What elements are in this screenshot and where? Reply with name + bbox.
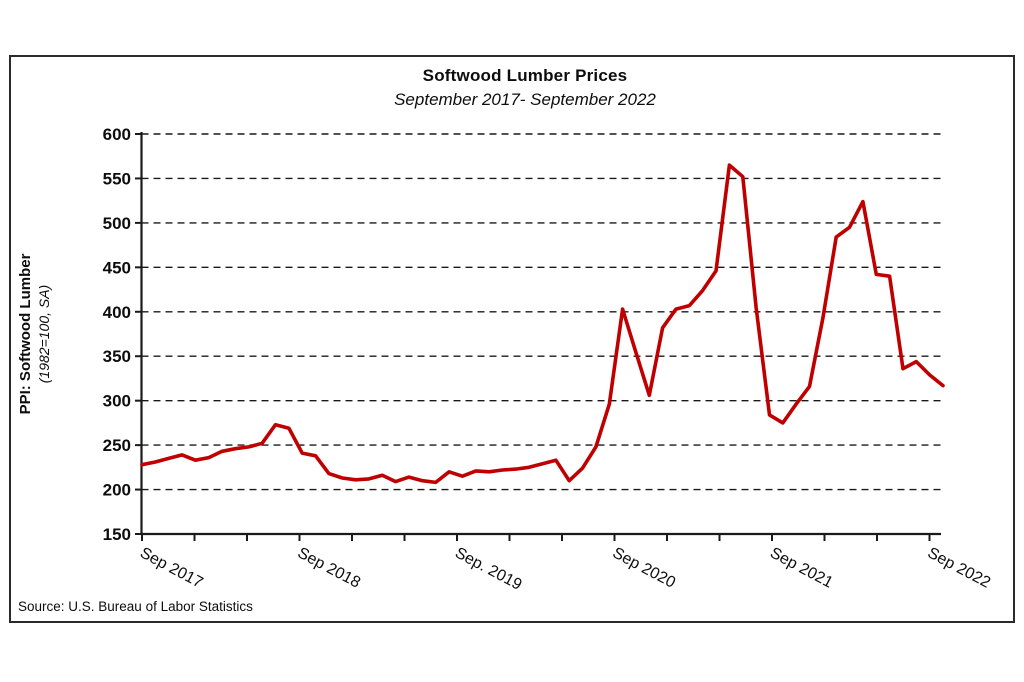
y-tick-label-150: 150 [103, 525, 131, 544]
axis-ticks [135, 133, 931, 541]
source-note: Source: U.S. Bureau of Labor Statistics [18, 599, 253, 614]
y-axis-subtitle: (1982=100, SA) [36, 285, 52, 383]
x-tick-label-Sep-2021: Sep 2021 [767, 545, 836, 592]
chart-border [9, 55, 1015, 623]
x-tick-label-Sep-2020: Sep 2020 [610, 545, 679, 592]
axis-tick-labels: 150 200 250 300 350 400 450 500 550 600 Sep 2017 Se… [103, 125, 994, 594]
y-axis-title: PPI: Softwood Lumber [17, 253, 34, 414]
y-tick-label-200: 200 [103, 481, 131, 500]
y-tick-label-550: 550 [103, 169, 131, 188]
chart-title: Softwood Lumber Prices [422, 66, 628, 85]
x-tick-label-Sep--2019: Sep. 2019 [452, 545, 524, 594]
gridlines [141, 133, 941, 491]
x-tick-label-Sep-2017: Sep 2017 [137, 545, 206, 592]
y-tick-label-500: 500 [103, 214, 131, 233]
y-tick-label-600: 600 [103, 125, 131, 144]
y-tick-label-300: 300 [103, 392, 131, 411]
chart-subtitle: September 2017- September 2022 [394, 90, 656, 109]
y-tick-label-450: 450 [103, 258, 131, 277]
y-tick-label-250: 250 [103, 436, 131, 455]
y-tick-label-350: 350 [103, 347, 131, 366]
x-tick-label-Sep-2018: Sep 2018 [295, 545, 364, 592]
axes [140, 132, 941, 536]
y-tick-label-400: 400 [103, 303, 131, 322]
price-line [140, 163, 945, 485]
x-tick-label-Sep-2022: Sep 2022 [925, 545, 994, 592]
price-line-series [140, 163, 945, 485]
